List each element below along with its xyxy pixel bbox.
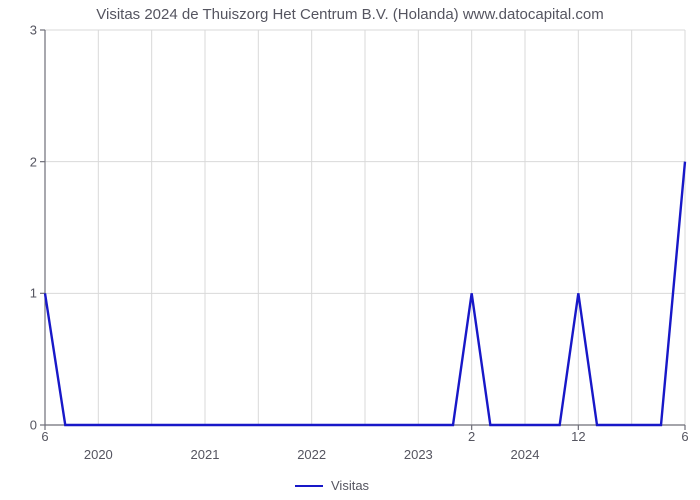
chart-container: Visitas 2024 de Thuiszorg Het Centrum B.… [0,0,700,500]
chart-title: Visitas 2024 de Thuiszorg Het Centrum B.… [0,6,700,23]
x-year-label: 2021 [191,425,220,462]
x-tick-label: 12 [571,425,585,444]
x-year-label: 2020 [84,425,113,462]
x-tick-label: 2 [468,425,475,444]
x-year-label: 2024 [511,425,540,462]
x-tick-label: 6 [41,425,48,444]
plot-svg [45,30,685,425]
x-tick-label: 6 [681,425,688,444]
plot-area: 01236212620202021202220232024 [45,30,685,425]
x-year-label: 2023 [404,425,433,462]
legend-swatch [295,485,323,487]
y-tick-label: 2 [30,154,45,169]
x-year-label: 2022 [297,425,326,462]
legend-label: Visitas [331,478,369,493]
legend: Visitas [295,478,369,493]
y-tick-label: 1 [30,286,45,301]
y-tick-label: 3 [30,23,45,38]
